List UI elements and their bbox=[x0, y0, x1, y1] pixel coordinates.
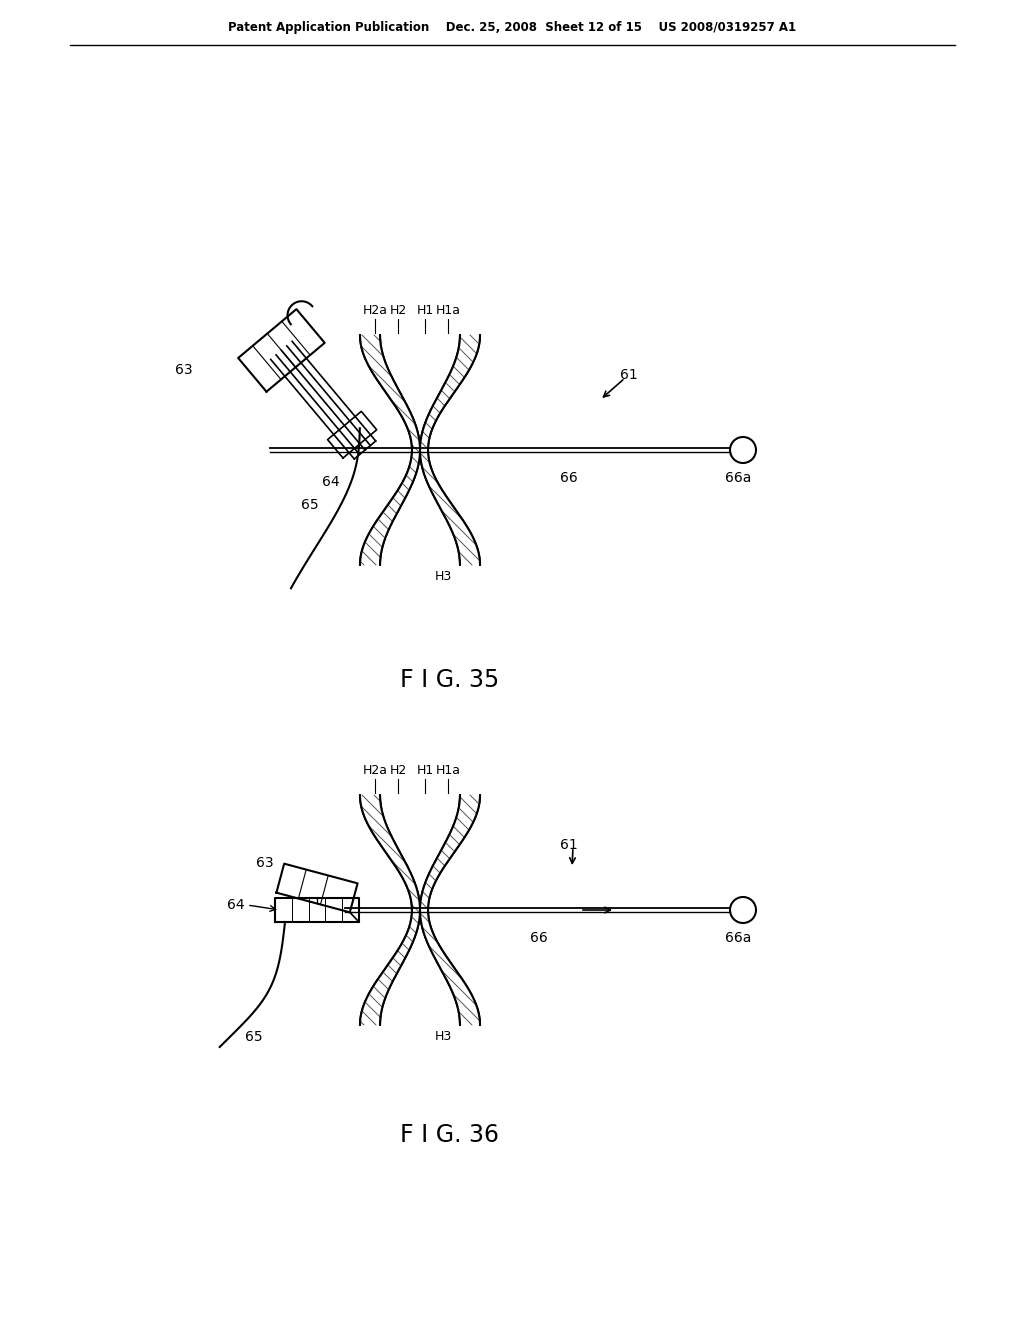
Text: 61: 61 bbox=[560, 838, 578, 851]
Polygon shape bbox=[420, 795, 480, 1026]
Text: H1a: H1a bbox=[435, 304, 461, 317]
Text: F I G. 35: F I G. 35 bbox=[400, 668, 500, 692]
Polygon shape bbox=[360, 795, 420, 1026]
Text: 66a: 66a bbox=[725, 471, 752, 484]
Text: 61: 61 bbox=[620, 368, 638, 381]
Text: H1: H1 bbox=[417, 304, 433, 317]
Text: H2: H2 bbox=[389, 304, 407, 317]
Text: H2a: H2a bbox=[362, 764, 387, 777]
Text: H2a: H2a bbox=[362, 304, 387, 317]
Text: 64: 64 bbox=[227, 898, 245, 912]
Text: F I G. 36: F I G. 36 bbox=[400, 1123, 500, 1147]
Text: Patent Application Publication    Dec. 25, 2008  Sheet 12 of 15    US 2008/03192: Patent Application Publication Dec. 25, … bbox=[228, 21, 796, 33]
Text: H1a: H1a bbox=[435, 764, 461, 777]
Text: H2: H2 bbox=[389, 764, 407, 777]
Text: H1: H1 bbox=[417, 764, 433, 777]
Text: 66a: 66a bbox=[725, 931, 752, 945]
Text: 63: 63 bbox=[175, 363, 193, 376]
Text: 66: 66 bbox=[560, 471, 578, 484]
Text: 64: 64 bbox=[323, 475, 340, 488]
Text: H3: H3 bbox=[435, 570, 453, 583]
Text: H3: H3 bbox=[435, 1030, 453, 1043]
Polygon shape bbox=[420, 335, 480, 565]
Text: 65: 65 bbox=[245, 1030, 263, 1044]
Polygon shape bbox=[360, 335, 420, 565]
Text: 63: 63 bbox=[256, 855, 274, 870]
Text: 66: 66 bbox=[530, 931, 548, 945]
Text: 65: 65 bbox=[301, 498, 318, 512]
